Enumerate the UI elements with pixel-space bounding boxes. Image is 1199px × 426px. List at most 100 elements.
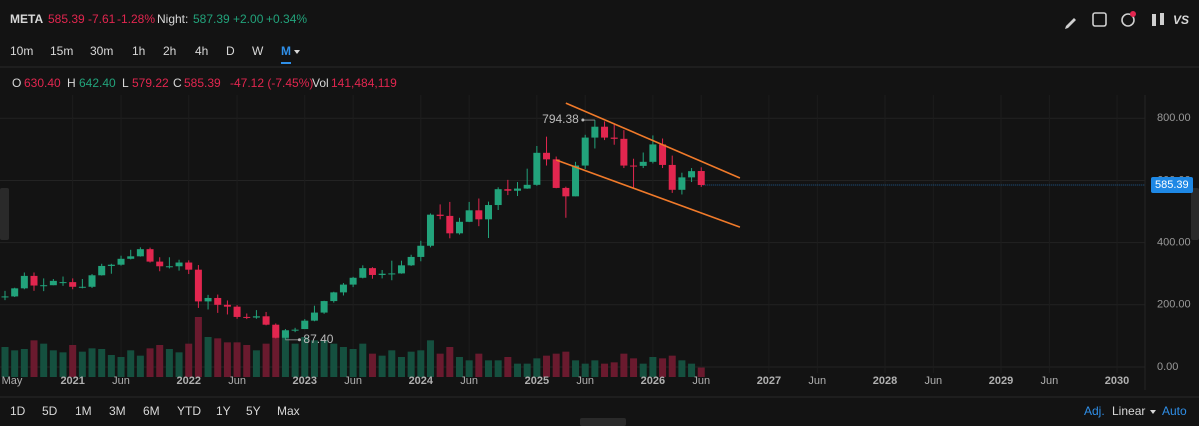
interval-button[interactable]: M: [281, 44, 291, 58]
volume-bar: [146, 348, 154, 377]
alert-icon[interactable]: [1121, 13, 1135, 27]
ohlc-label: H: [67, 76, 76, 90]
x-tick-label: 2027: [757, 375, 781, 387]
range-button[interactable]: 1Y: [216, 404, 231, 418]
left-handle[interactable]: [0, 188, 9, 240]
change: -7.61: [88, 12, 116, 26]
volume-bar: [639, 363, 647, 377]
volume-bar: [562, 351, 570, 377]
candle-body: [436, 214, 444, 216]
auto-toggle[interactable]: Auto: [1162, 404, 1187, 418]
candle-body: [156, 261, 164, 267]
high-marker-label: 794.38: [542, 112, 579, 126]
candle-body: [455, 221, 463, 234]
candle-body: [69, 282, 77, 287]
candle-body: [368, 268, 376, 275]
y-tick-label: 800.00: [1157, 112, 1191, 124]
candle-body: [359, 268, 367, 278]
candle-body: [417, 245, 425, 257]
volume-bar: [78, 351, 86, 377]
candle-body: [601, 126, 609, 138]
interval-button[interactable]: 30m: [90, 44, 113, 58]
volume-bar: [591, 360, 599, 377]
compare-badge[interactable]: VS: [1173, 13, 1189, 27]
range-button[interactable]: 6M: [143, 404, 160, 418]
x-tick-label: Jun: [576, 375, 594, 387]
range-button[interactable]: 3M: [109, 404, 126, 418]
x-tick-label: 2030: [1105, 375, 1129, 387]
range-button[interactable]: Max: [277, 404, 300, 418]
volume-bar: [523, 363, 531, 377]
range-button[interactable]: 5D: [42, 404, 58, 418]
candle-body: [194, 269, 202, 302]
candle-body: [494, 189, 502, 206]
candle-body: [659, 144, 667, 165]
volume-bar: [185, 343, 193, 377]
x-tick-label: 2024: [409, 375, 434, 387]
interval-button[interactable]: 10m: [10, 44, 33, 58]
volume-bar: [1, 347, 9, 377]
range-button[interactable]: 1M: [75, 404, 92, 418]
volume-bar: [455, 357, 463, 377]
interval-button[interactable]: D: [226, 44, 235, 58]
x-tick-label: 2026: [641, 375, 665, 387]
bottom-handle[interactable]: [580, 418, 626, 426]
volume-bar: [581, 363, 589, 377]
draw-icon[interactable]: [1065, 18, 1076, 29]
indicator-icon[interactable]: [1092, 12, 1107, 27]
candle-body: [465, 210, 473, 222]
volume-bar: [649, 357, 657, 377]
candle-body: [678, 177, 686, 190]
candle-body: [514, 188, 522, 191]
volume-bar: [243, 345, 251, 377]
x-tick-label: Jun: [344, 375, 362, 387]
x-tick-label: May: [2, 375, 23, 387]
interval-button[interactable]: 2h: [163, 44, 176, 58]
volume-bar: [668, 355, 676, 377]
dropdown-caret: [1150, 410, 1156, 414]
scale-select[interactable]: Linear: [1112, 404, 1145, 418]
candle-body: [339, 284, 347, 293]
candle-body: [49, 280, 57, 286]
candle-body: [136, 249, 144, 257]
volume-bar: [194, 317, 202, 377]
candle-body: [59, 282, 67, 284]
x-tick-label: 2022: [176, 375, 200, 387]
interval-button[interactable]: 15m: [50, 44, 73, 58]
candle-icon[interactable]: [1160, 13, 1164, 25]
range-button[interactable]: YTD: [177, 404, 201, 418]
candle-body: [88, 275, 96, 287]
volume-bar: [69, 345, 77, 377]
interval-button[interactable]: 1h: [132, 44, 145, 58]
ohlc-label: C: [173, 76, 182, 90]
volume-bar: [610, 362, 618, 377]
candle-icon[interactable]: [1152, 14, 1156, 26]
candle-body: [581, 137, 589, 166]
candle-body: [572, 165, 580, 197]
adj-toggle[interactable]: Adj.: [1084, 404, 1105, 418]
right-handle[interactable]: [1191, 188, 1199, 240]
volume-bar: [11, 350, 19, 377]
volume-bar: [475, 353, 483, 377]
candle-body: [630, 165, 638, 167]
volume-bar: [233, 342, 241, 377]
ohlc-volume: 141,484,119: [331, 76, 397, 90]
x-tick-label: 2028: [873, 375, 897, 387]
candle-body: [252, 316, 260, 318]
ohlc-close: 585.39: [184, 76, 221, 90]
volume-bar: [397, 357, 405, 377]
range-button[interactable]: 1D: [10, 404, 26, 418]
range-button[interactable]: 5Y: [246, 404, 261, 418]
ohlc-low: 579.22: [132, 76, 169, 90]
candle-body: [204, 297, 212, 302]
low-marker-dot: [297, 338, 301, 342]
active-underline: [281, 62, 291, 64]
candle-body: [310, 312, 318, 321]
volume-bar: [320, 340, 328, 377]
candle-body: [562, 187, 570, 197]
candle-body: [30, 275, 38, 286]
volume-bar: [368, 353, 376, 377]
volume-bar: [175, 352, 183, 377]
interval-button[interactable]: 4h: [195, 44, 208, 58]
interval-button[interactable]: W: [252, 44, 264, 58]
